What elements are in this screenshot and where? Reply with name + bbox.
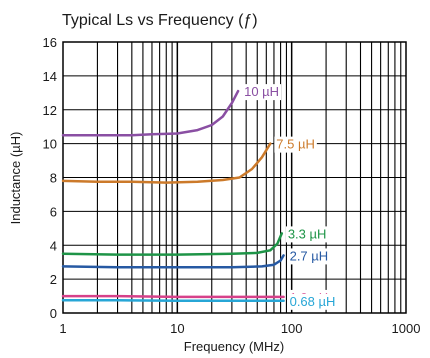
series-line <box>61 89 240 137</box>
series-label-background <box>242 84 282 101</box>
series-label: 0.68 µH <box>290 294 336 309</box>
series-label: 2.7 µH <box>290 248 329 263</box>
y-tick-label: 6 <box>50 204 57 219</box>
x-tick-label: 1 <box>59 321 66 336</box>
chart-title: Typical Ls vs Frequency (ƒ) <box>62 12 258 29</box>
tick-labels: 1 10 100 1000 0 2 4 6 8 10 12 14 16 <box>43 35 421 336</box>
y-tick-label: 0 <box>50 306 57 321</box>
y-tick-label: 4 <box>50 238 57 253</box>
series-label-background <box>274 136 317 153</box>
series-line <box>61 299 285 303</box>
y-tick-label: 14 <box>43 69 57 84</box>
x-tick-label: 10 <box>170 321 184 336</box>
series-line <box>61 254 285 269</box>
x-tick-label: 100 <box>281 321 303 336</box>
series-label-background <box>285 226 329 243</box>
y-tick-label: 2 <box>50 272 57 287</box>
y-tick-label: 8 <box>50 171 57 186</box>
x-axis-label: Frequency (MHz) <box>184 339 284 354</box>
series-line <box>61 294 285 299</box>
y-tick-label: 10 <box>43 137 57 152</box>
y-axis-label: Inductance (µH) <box>8 132 23 225</box>
series-label-background <box>287 293 338 310</box>
series-layer: 10 µH7.5 µH3.3 µH2.7 µH1.0 µH0.68 µH <box>61 84 338 310</box>
series-label: 7.5 µH <box>276 137 315 152</box>
series-label: 3.3 µH <box>288 226 327 241</box>
series-line <box>61 232 284 256</box>
series-line <box>61 142 272 184</box>
x-tick-label: 1000 <box>392 321 421 336</box>
series-label: 10 µH <box>244 84 279 99</box>
series-label-background <box>287 248 331 265</box>
y-tick-label: 12 <box>43 103 57 118</box>
y-tick-label: 16 <box>43 35 57 50</box>
